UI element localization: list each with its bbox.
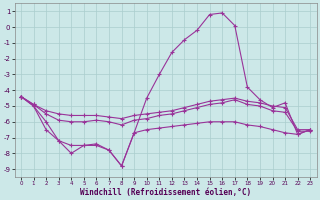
X-axis label: Windchill (Refroidissement éolien,°C): Windchill (Refroidissement éolien,°C)	[80, 188, 251, 197]
